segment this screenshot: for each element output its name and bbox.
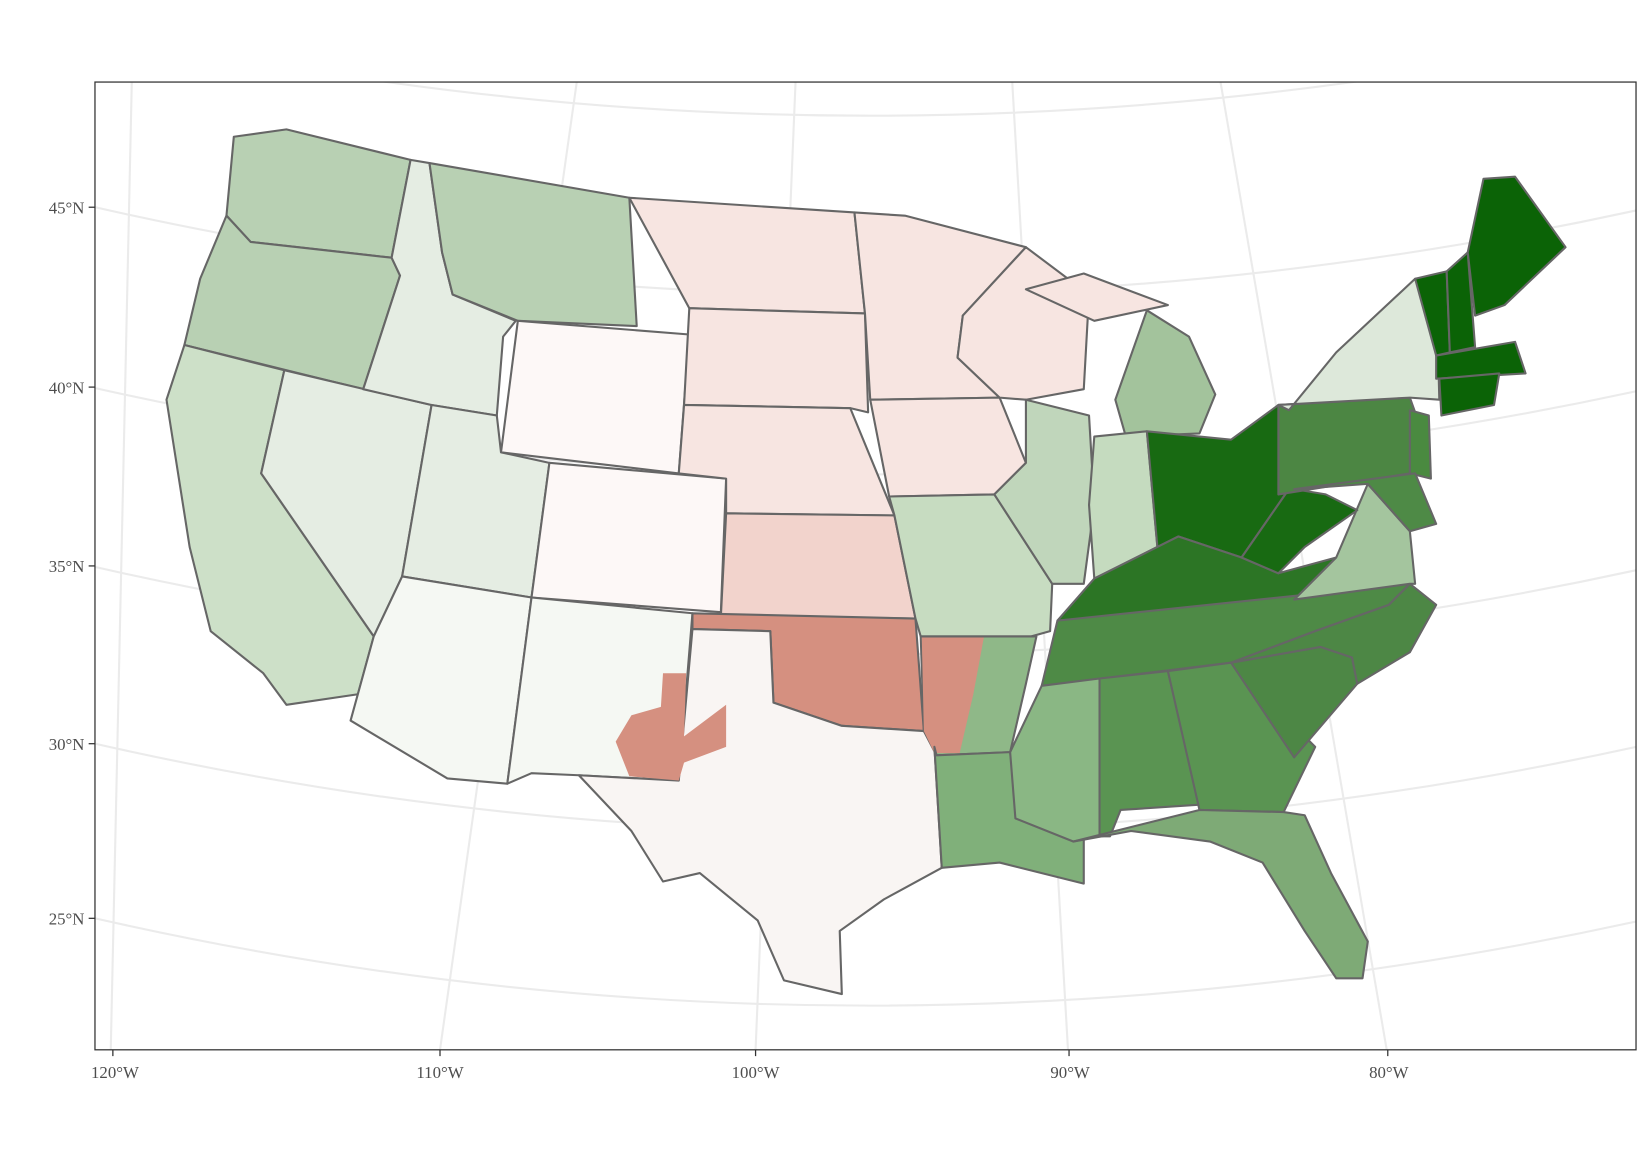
y-tick-label: 25°N [49,910,85,929]
state-region [577,627,943,996]
state-region [1229,582,1438,685]
state-region [499,319,691,475]
state-region [1445,251,1477,354]
state-region [682,307,870,414]
state-region [1024,272,1169,322]
state-region [1293,472,1438,533]
y-tick-label: 45°N [49,199,85,218]
meridian [109,82,133,1050]
x-tick-label: 90°W [1050,1063,1090,1082]
y-axis: 45°N 40°N 35°N 30°N 25°N [49,199,95,929]
state-region [530,461,728,614]
x-tick-label: 120°W [91,1063,139,1082]
x-tick-label: 100°W [732,1063,780,1082]
parallel [94,917,1637,1007]
county-patch [921,637,984,754]
state-region [869,396,1027,498]
x-axis: 120°W 110°W 100°W 90°W 80°W [91,1049,1409,1082]
state-region [1466,175,1567,317]
y-tick-label: 35°N [49,557,85,576]
state-region [1435,340,1527,380]
y-tick-label: 40°N [49,378,85,397]
state-region [1408,409,1432,480]
county-patch [615,673,727,781]
state-region [993,398,1096,585]
state-region [719,512,917,620]
state-region [1072,808,1369,980]
x-tick-label: 110°W [416,1063,463,1082]
states [165,128,1567,996]
x-tick-label: 80°W [1369,1063,1409,1082]
state-region [1166,661,1317,814]
state-region [1438,372,1501,417]
parallel [379,82,1361,117]
y-tick-label: 30°N [49,735,85,754]
